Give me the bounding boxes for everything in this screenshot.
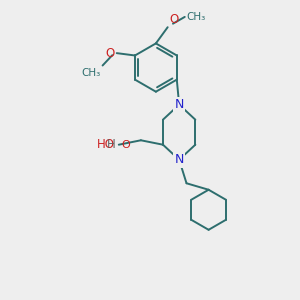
Text: N: N [175,98,184,111]
Text: O: O [170,13,179,26]
Text: CH₃: CH₃ [186,12,206,22]
Text: O: O [105,46,115,60]
Text: CH₃: CH₃ [82,68,101,78]
Text: N: N [175,153,184,166]
Text: O: O [121,140,130,150]
Text: H: H [106,138,115,151]
Text: HO: HO [97,138,115,151]
